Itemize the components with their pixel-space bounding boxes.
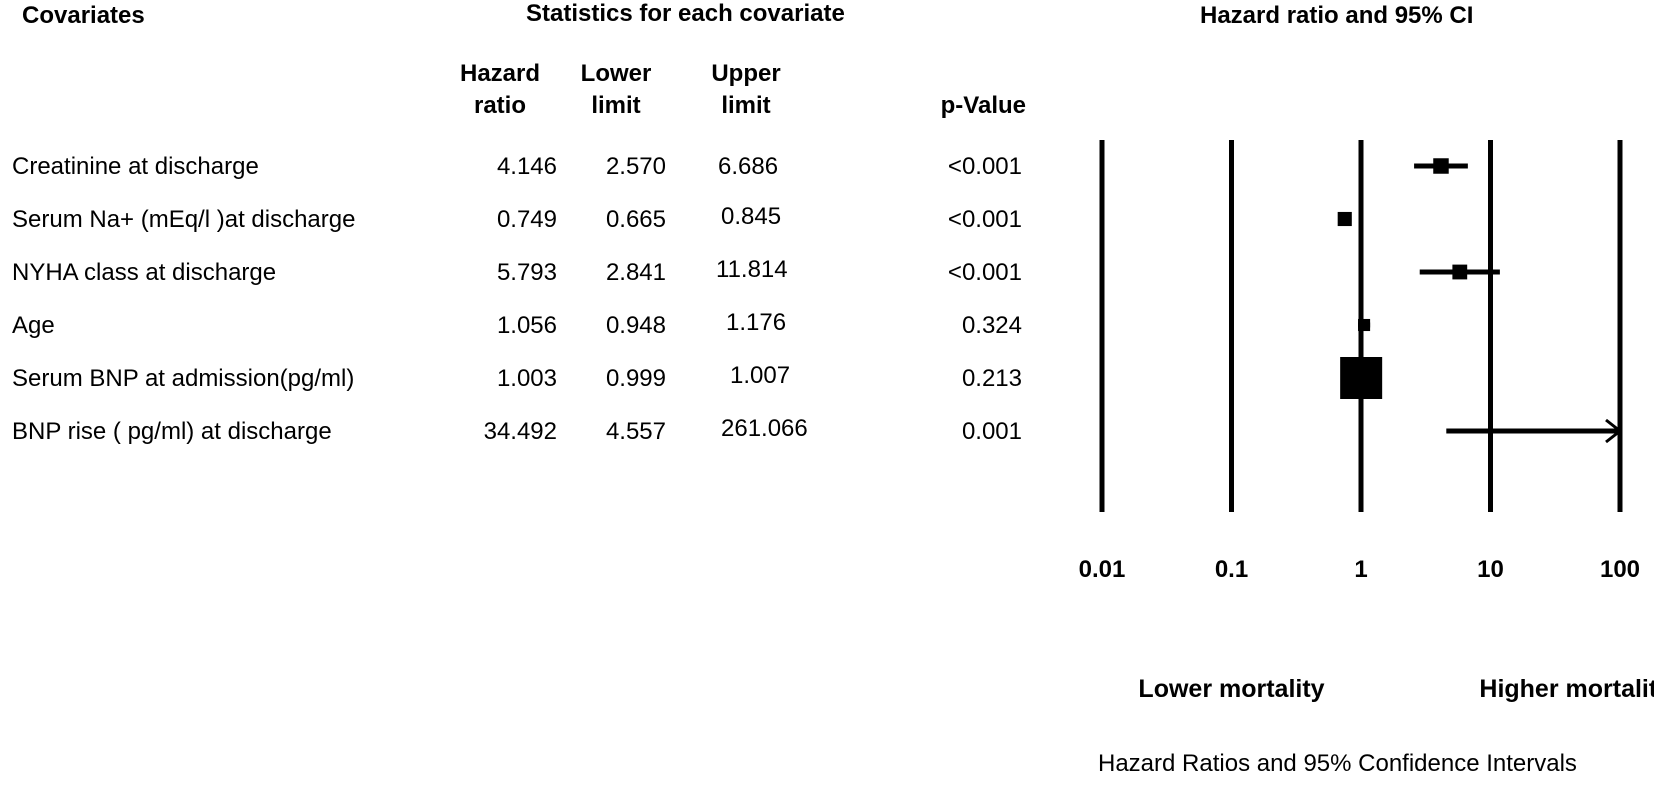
row-upper-limit: 1.007 [730,362,791,389]
x-tick-label: 0.1 [1215,556,1248,583]
row-lower-limit: 0.948 [605,312,666,339]
col-header-lower-limit-line1: Lower [580,60,652,87]
higher-mortality-label: Higher mortality [1479,675,1654,703]
col-header-hazard-ratio-line1: Hazard [459,60,541,87]
row-p-value: 0.213 [961,365,1022,392]
row-lower-limit: 0.999 [605,365,666,392]
col-header-upper-limit-line2: limit [721,92,771,119]
col-header-lower-limit-line2: limit [591,92,641,119]
row-upper-limit: 0.845 [721,203,782,230]
row-p-value: <0.001 [947,259,1022,286]
row-p-value: <0.001 [947,206,1022,233]
row-hazard-ratio: 4.146 [496,153,557,180]
row-covariate: BNP rise ( pg/ml) at discharge [12,418,332,445]
plot-caption: Hazard Ratios and 95% Confidence Interva… [1098,750,1577,777]
row-hazard-ratio: 34.492 [483,418,557,445]
lower-mortality-label: Lower mortality [1138,675,1324,703]
row-p-value: <0.001 [947,153,1022,180]
col-header-hazard-ratio: Hazard ratio [445,58,555,122]
row-p-value: 0.001 [961,418,1022,445]
x-tick-label: 100 [1600,556,1640,583]
row-hazard-ratio: 1.003 [496,365,557,392]
col-header-lower-limit: Lower limit [566,58,666,122]
row-upper-limit: 261.066 [721,415,808,442]
hr-marker [1340,357,1383,399]
x-tick-label: 10 [1477,556,1504,583]
row-lower-limit: 4.557 [605,418,666,445]
row-lower-limit: 2.841 [605,259,666,286]
row-covariate: Age [12,312,55,339]
ci-arrow [1605,418,1623,444]
col-header-hazard-ratio-line2: ratio [473,92,526,119]
hr-marker [1433,158,1449,174]
row-p-value: 0.324 [961,312,1022,339]
row-hazard-ratio: 1.056 [496,312,557,339]
row-lower-limit: 2.570 [605,153,666,180]
row-upper-limit: 6.686 [718,153,779,180]
x-tick-label: 1 [1354,556,1367,583]
row-upper-limit: 11.814 [716,256,788,283]
hr-marker [1452,264,1468,280]
col-header-upper-limit: Upper limit [696,58,796,122]
row-upper-limit: 1.176 [726,309,787,336]
col-header-p-value: p-Value [940,92,1026,119]
x-tick-label: 0.01 [1079,556,1126,583]
row-covariate: Creatinine at discharge [12,153,259,180]
col-header-upper-limit-line1: Upper [711,60,781,87]
row-lower-limit: 0.665 [605,206,666,233]
covariates-header: Covariates [22,2,145,29]
plot-title: Hazard ratio and 95% CI [1200,2,1474,29]
row-hazard-ratio: 5.793 [496,259,557,286]
hr-marker [1358,318,1371,332]
hr-marker [1337,211,1352,227]
statistics-header: Statistics for each covariate [526,0,845,27]
row-covariate: Serum Na+ (mEq/l )at discharge [12,206,356,233]
row-covariate: Serum BNP at admission(pg/ml) [12,365,355,392]
row-covariate: NYHA class at discharge [12,259,277,286]
row-hazard-ratio: 0.749 [496,206,557,233]
